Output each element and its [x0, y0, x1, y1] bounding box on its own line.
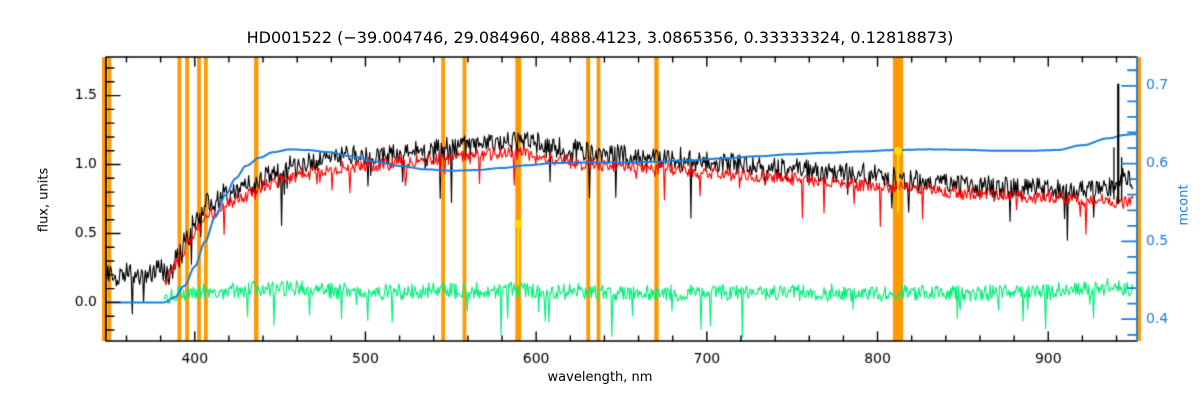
x-axis-label: wavelength, nm: [547, 370, 653, 385]
plot-title: HD001522 (−39.004746, 29.084960, 4888.41…: [246, 28, 954, 47]
secondary-y-axis-label: mcont: [1176, 184, 1192, 226]
y-axis-label: flux, units: [36, 167, 52, 233]
